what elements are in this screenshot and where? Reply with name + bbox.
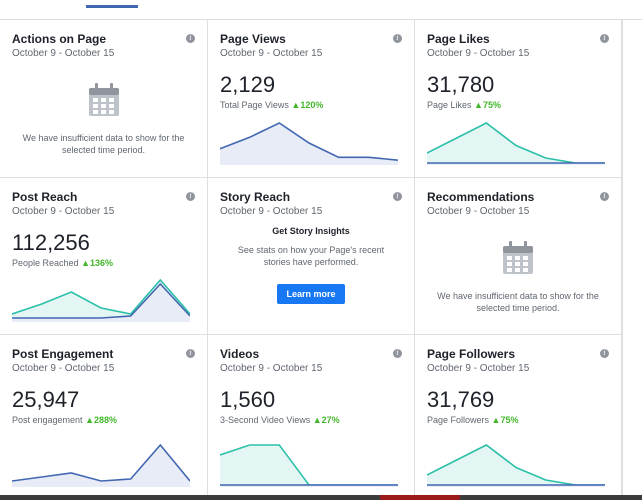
sparkline-chart <box>12 278 190 322</box>
metric-label: Total Page Views <box>220 100 289 110</box>
card-videos: Videos October 9 - October 15 i 1,560 3-… <box>208 335 415 500</box>
metric-label: 3-Second Video Views <box>220 415 311 425</box>
sparkline-line-0 <box>220 122 398 161</box>
card-date-range: October 9 - October 15 <box>220 48 323 59</box>
card-date-range: October 9 - October 15 <box>12 363 115 374</box>
metric-label-row: Page Likes ▲75% <box>427 100 501 110</box>
learn-more-button[interactable]: Learn more <box>277 284 345 304</box>
sparkline-chart <box>12 443 190 487</box>
sparkline-area-0 <box>427 123 605 165</box>
calendar-icon <box>503 241 533 274</box>
sparkline-line-1 <box>12 282 190 319</box>
info-icon[interactable]: i <box>600 192 609 201</box>
card-story-reach: Story Reach October 9 - October 15 i Get… <box>208 178 415 335</box>
sparkline-area-1 <box>12 284 190 322</box>
insights-grid: Actions on Page October 9 - October 15 i… <box>0 20 622 500</box>
bottom-taskbar-strip <box>0 495 642 500</box>
card-post-reach: Post Reach October 9 - October 15 i 112,… <box>0 178 208 335</box>
card-date-range: October 9 - October 15 <box>12 206 115 217</box>
sparkline-chart <box>220 122 398 165</box>
card-title: Post Reach <box>12 190 78 204</box>
sparkline-area-0 <box>427 445 605 487</box>
empty-state-message: We have insufficient data to show for th… <box>437 291 599 313</box>
change-percent: ▲27% <box>312 415 340 425</box>
info-icon[interactable]: i <box>393 34 402 43</box>
card-actions-on-page: Actions on Page October 9 - October 15 i… <box>0 20 208 178</box>
empty-state-message: We have insufficient data to show for th… <box>22 133 185 155</box>
info-icon[interactable]: i <box>186 349 195 358</box>
sparkline-area-0 <box>12 445 190 487</box>
metric-value: 2,129 <box>220 72 276 97</box>
card-date-range: October 9 - October 15 <box>12 48 115 59</box>
card-title: Actions on Page <box>12 32 107 46</box>
metric-value: 112,256 <box>12 230 90 255</box>
card-title: Page Followers <box>427 347 516 361</box>
info-icon[interactable]: i <box>393 349 402 358</box>
card-title: Recommendations <box>427 190 535 204</box>
taskbar-highlight <box>380 495 460 500</box>
metric-label: Post engagement <box>12 415 83 425</box>
metric-value: 31,780 <box>427 72 495 97</box>
card-date-range: October 9 - October 15 <box>427 363 530 374</box>
card-date-range: October 9 - October 15 <box>427 206 530 217</box>
change-percent: ▲75% <box>474 100 501 110</box>
card-title: Post Engagement <box>12 347 114 361</box>
insights-description: See stats on how your Page's recent stor… <box>237 245 385 267</box>
card-post-engagement: Post Engagement October 9 - October 15 i… <box>0 335 208 500</box>
card-title: Story Reach <box>220 190 291 204</box>
metric-value: 1,560 <box>220 387 276 412</box>
info-icon[interactable]: i <box>600 34 609 43</box>
top-header-strip <box>0 0 642 20</box>
card-date-range: October 9 - October 15 <box>220 206 323 217</box>
sparkline-line-0 <box>12 278 190 315</box>
metric-label-row: 3-Second Video Views ▲27% <box>220 415 340 425</box>
metric-label: Page Likes <box>427 100 472 110</box>
card-title: Videos <box>220 347 260 361</box>
info-icon[interactable]: i <box>393 192 402 201</box>
card-title: Page Likes <box>427 32 490 46</box>
metric-label-row: Page Followers ▲75% <box>427 415 518 425</box>
sparkline-chart <box>427 122 605 165</box>
metric-value: 25,947 <box>12 387 80 412</box>
sparkline-area-0 <box>220 445 398 487</box>
sparkline-chart <box>220 444 398 487</box>
card-date-range: October 9 - October 15 <box>220 363 323 374</box>
sparkline-chart <box>427 444 605 487</box>
card-recommendations: Recommendations October 9 - October 15 i… <box>415 178 622 335</box>
metric-label-row: Total Page Views ▲120% <box>220 100 323 110</box>
change-percent: ▲75% <box>491 415 519 425</box>
card-page-views: Page Views October 9 - October 15 i 2,12… <box>208 20 415 178</box>
card-page-likes: Page Likes October 9 - October 15 i 31,7… <box>415 20 622 178</box>
change-percent: ▲120% <box>291 100 324 110</box>
active-tab-indicator <box>86 5 138 8</box>
metric-value: 31,769 <box>427 387 495 412</box>
info-icon[interactable]: i <box>600 349 609 358</box>
info-icon[interactable]: i <box>186 34 195 43</box>
sparkline-area-0 <box>220 123 398 165</box>
right-gutter <box>622 20 642 500</box>
info-icon[interactable]: i <box>186 192 195 201</box>
card-page-followers: Page Followers October 9 - October 15 i … <box>415 335 622 500</box>
metric-label: People Reached <box>12 258 79 268</box>
metric-label-row: People Reached ▲136% <box>12 258 113 268</box>
card-date-range: October 9 - October 15 <box>427 48 530 59</box>
card-title: Page Views <box>220 32 286 46</box>
metric-label-row: Post engagement ▲288% <box>12 415 117 425</box>
change-percent: ▲136% <box>81 258 114 268</box>
calendar-icon <box>88 83 119 116</box>
insights-heading: Get Story Insights <box>272 226 350 236</box>
change-percent: ▲288% <box>85 415 118 425</box>
sparkline-line-0 <box>12 443 190 482</box>
metric-label: Page Followers <box>427 415 490 425</box>
